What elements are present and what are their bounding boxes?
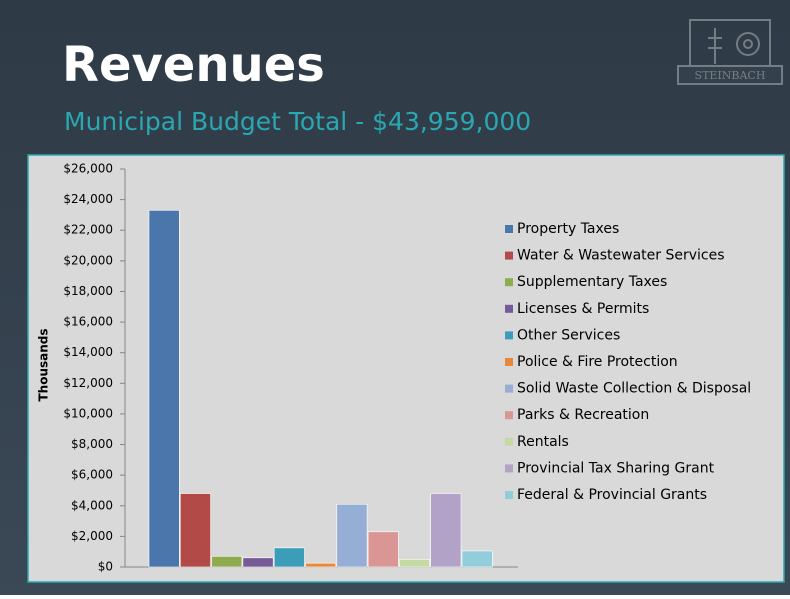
legend-swatch bbox=[505, 225, 513, 233]
legend-swatch bbox=[505, 491, 513, 499]
logo: STEINBACH bbox=[677, 19, 783, 85]
y-tick-label: $24,000 bbox=[63, 192, 113, 206]
legend-label: Parks & Recreation bbox=[517, 407, 649, 423]
legend-swatch bbox=[505, 384, 513, 393]
y-tick-label: $0 bbox=[98, 560, 113, 574]
legend-label: Other Services bbox=[517, 327, 620, 343]
bar bbox=[336, 503, 368, 568]
legend-label: Solid Waste Collection & Disposal bbox=[517, 381, 751, 397]
y-tick-label: $10,000 bbox=[63, 406, 113, 420]
bar bbox=[211, 555, 243, 568]
bar bbox=[367, 531, 399, 568]
legend-swatch bbox=[505, 437, 513, 446]
logo-text: STEINBACH bbox=[695, 69, 766, 82]
bar bbox=[242, 557, 274, 568]
bar bbox=[148, 210, 180, 568]
legend-label: Property Taxes bbox=[517, 221, 619, 237]
legend-swatch bbox=[505, 304, 513, 313]
legend-label: Water & Wastewater Services bbox=[517, 248, 725, 264]
bar bbox=[399, 559, 430, 568]
legend-swatch bbox=[505, 464, 513, 473]
bar bbox=[461, 550, 493, 568]
bar bbox=[305, 562, 337, 568]
legend-swatch bbox=[505, 411, 513, 420]
y-tick-label: $4,000 bbox=[71, 498, 113, 512]
legend-swatch bbox=[505, 278, 513, 287]
y-tick-label: $12,000 bbox=[63, 376, 113, 390]
y-tick-label: $14,000 bbox=[63, 345, 113, 359]
legend-swatch bbox=[505, 331, 513, 340]
y-tick-label: $2,000 bbox=[71, 529, 113, 543]
slide-title: Revenues bbox=[62, 37, 325, 93]
y-tick-label: $8,000 bbox=[71, 437, 113, 451]
y-tick-label: $26,000 bbox=[63, 162, 113, 176]
bar bbox=[180, 493, 211, 568]
y-axis-label: Thousands bbox=[37, 328, 51, 401]
legend-label: Federal & Provincial Grants bbox=[517, 487, 707, 503]
legend-label: Supplementary Taxes bbox=[517, 274, 667, 290]
legend-label: Rentals bbox=[517, 434, 569, 450]
legend-label: Provincial Tax Sharing Grant bbox=[517, 460, 715, 476]
legend-swatch bbox=[505, 358, 513, 366]
y-tick-label: $6,000 bbox=[71, 468, 113, 482]
legend-swatch bbox=[505, 251, 513, 260]
y-tick-label: $22,000 bbox=[63, 223, 113, 237]
slide-subtitle: Municipal Budget Total - $43,959,000 bbox=[64, 107, 531, 136]
legend-label: Police & Fire Protection bbox=[517, 354, 678, 370]
y-tick-label: $16,000 bbox=[63, 315, 113, 329]
legend-label: Licenses & Permits bbox=[517, 301, 649, 317]
plot: $0 $2,000 $4,000 $6,000 $8,000 $10,000 $12,000… bbox=[63, 162, 751, 574]
bar bbox=[430, 493, 462, 568]
bar bbox=[273, 547, 305, 568]
y-tick-label: $20,000 bbox=[63, 253, 113, 267]
y-tick-label: $18,000 bbox=[63, 284, 113, 298]
